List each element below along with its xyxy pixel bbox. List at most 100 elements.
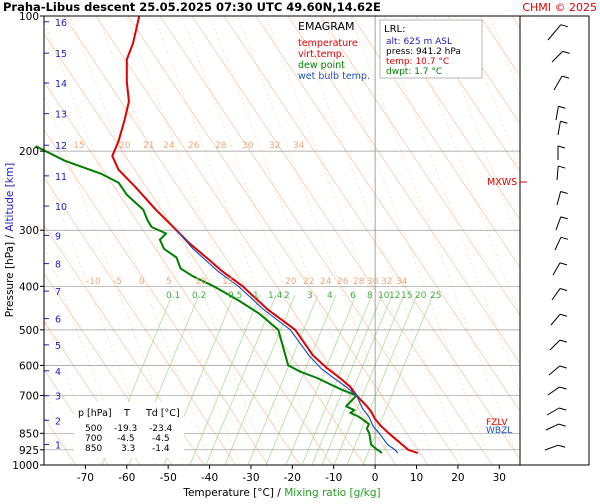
wind-barb-shaft: [545, 423, 559, 431]
moist-adiabat-label: 10: [195, 277, 207, 287]
x-axis-title: Temperature [°C] / Mixing ratio [g/kg]: [182, 487, 380, 499]
lrl-dewpoint: dwpt: 1.7 °C: [386, 67, 442, 77]
wind-barb-shaft: [551, 288, 561, 301]
pressure-tick-label: 100: [19, 11, 39, 23]
mixing-ratio-label: 25: [430, 291, 441, 301]
background-lines: [43, 15, 521, 466]
moist-adiabat: [153, 15, 325, 466]
dewpoint-line: [35, 145, 383, 454]
x-tick-label: -60: [118, 472, 135, 484]
mixing-ratio-label: 15: [401, 291, 412, 301]
lrl-altitude: alt: 625 m ASL: [386, 37, 452, 47]
wind-barb-flag: [557, 145, 566, 149]
wind-barb-flag: [560, 120, 568, 124]
fzl-marker: FZLV: [486, 418, 508, 428]
x-tick-label: -10: [325, 472, 342, 484]
mixing-ratio-label: 0.1: [166, 291, 180, 301]
altitude-tick-label: 12: [55, 141, 67, 152]
wind-barb-shaft: [551, 51, 563, 63]
x-tick-label: 10: [410, 472, 423, 484]
dry-adiabat: [479, 15, 521, 77]
wind-barb-shaft: [549, 339, 561, 351]
moist-adiabat-label: 0: [139, 277, 145, 287]
y-axis-label-separator: /: [4, 232, 16, 239]
dry-adiabat: [43, 177, 237, 466]
x-tick-label: -20: [284, 472, 301, 484]
levels-table: p [hPa] T Td [°C] 500 -19.3 -23.4 700 -4…: [74, 402, 184, 458]
y-axis-label-pressure: Pressure [hPa]: [4, 242, 16, 317]
mixing-ratio-label: 6: [350, 291, 356, 301]
moist-adiabat-label: 26: [337, 277, 349, 287]
moist-adiabat: [293, 15, 465, 466]
levels-header-p: p [hPa]: [78, 408, 112, 419]
pressure-tick-label: 925: [19, 445, 39, 457]
moist-adiabat: [377, 15, 521, 392]
wind-barb-flag: [559, 339, 568, 343]
dry-adiabat-label: 26: [188, 141, 200, 151]
wind-barb-shaft: [546, 407, 560, 416]
x-tick-label: 30: [493, 472, 506, 484]
pressure-tick-label: 600: [19, 360, 39, 372]
wind-barb-flag: [559, 262, 568, 266]
moist-adiabat-label: -5: [113, 277, 122, 287]
x-axis-label-mixing-ratio: Mixing ratio [g/kg]: [284, 487, 380, 499]
mixing-ratio-line: [205, 294, 277, 466]
levels-header-t: T: [123, 408, 130, 419]
moist-adiabat: [489, 15, 521, 96]
wind-barbs: [544, 24, 570, 451]
mixing-ratio-label: 2: [284, 291, 290, 301]
mixing-ratio-line: [362, 294, 434, 466]
legend-wet-bulb: wet bulb temp.: [298, 71, 370, 82]
altitude-tick-label: 4: [55, 367, 61, 378]
mixing-ratio-label: 0.2: [192, 291, 206, 301]
pressure-tick-label: 700: [19, 390, 39, 402]
pressure-tick-label: 300: [19, 225, 39, 237]
mixing-ratio-line: [333, 294, 405, 466]
moist-adiabat-label: 24: [320, 277, 332, 287]
wind-barb-flag: [559, 313, 568, 317]
dry-adiabat: [223, 15, 521, 460]
altitude-tick-label: 13: [55, 110, 67, 121]
wind-barb-shaft: [550, 313, 561, 326]
series-legend: EMAGRAM temperature virt.temp. dew point…: [298, 20, 370, 82]
wind-barb-flag: [560, 216, 568, 220]
lrl-box: LRL: alt: 625 m ASL press: 941.2 hPa tem…: [379, 19, 483, 79]
x-tick-label: -70: [77, 472, 94, 484]
dry-adiabat: [95, 15, 397, 466]
wind-barb-flag: [559, 288, 568, 292]
dry-adiabat-label: 24: [163, 141, 175, 151]
legend-virt-temp: virt.temp.: [298, 49, 345, 60]
moist-adiabat-label: 28: [353, 277, 365, 287]
mixing-ratio-line: [311, 294, 383, 466]
altitude-tick-label: 5: [55, 341, 61, 352]
wind-barb-shaft: [544, 444, 559, 451]
pressure-tick-label: 1000: [12, 460, 39, 472]
levels-row-1-t: -19.3: [114, 424, 137, 434]
pressure-tick-label: 500: [19, 325, 39, 337]
wind-barb-shaft: [556, 191, 562, 206]
levels-table-background: [74, 402, 184, 458]
pressure-tick-label: 400: [19, 281, 39, 293]
dry-adiabat-label: -15: [70, 141, 85, 151]
plot-frame: [43, 15, 521, 466]
moist-adiabat: [43, 243, 129, 466]
moist-adiabat-label: 30: [367, 277, 379, 287]
moist-adiabat: [237, 15, 409, 466]
y-axis-title: Pressure [hPa] / Altitude [km]: [4, 163, 16, 317]
lrl-temperature: temp: 10.7 °C: [386, 57, 449, 67]
wind-barb-flag: [558, 423, 566, 427]
moist-adiabat-label: 34: [396, 277, 408, 287]
levels-row-1-p: 500: [85, 424, 102, 434]
mixing-ratio-label: 4: [327, 291, 333, 301]
x-tick-label: -50: [160, 472, 177, 484]
credit-label: CHMI © 2025: [522, 1, 597, 14]
mixing-ratio-label: 3: [307, 291, 313, 301]
wind-barb-flag: [558, 105, 566, 109]
wind-barb-flag: [560, 190, 568, 194]
dry-adiabat: [43, 416, 77, 466]
altitude-tick-label: 15: [55, 49, 67, 60]
pressure-tick-label: 850: [19, 428, 39, 440]
wind-barb-flag: [559, 365, 567, 369]
